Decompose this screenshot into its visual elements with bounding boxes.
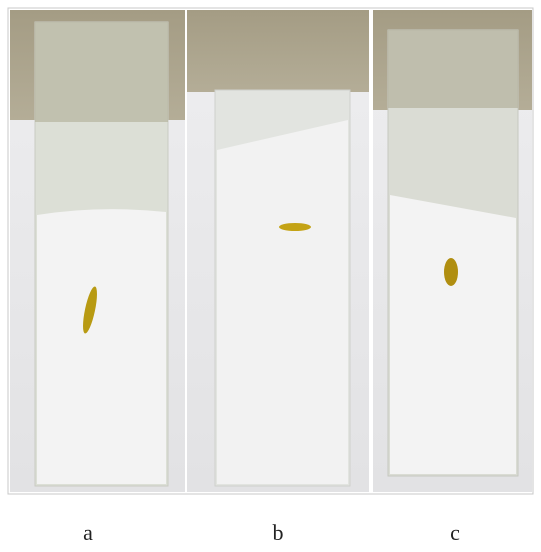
panel-label: a xyxy=(83,520,93,545)
panel-label: b xyxy=(273,520,284,545)
photo-b xyxy=(187,10,369,492)
photo-a xyxy=(10,10,185,492)
panel-label: c xyxy=(450,520,460,545)
figure: a b c xyxy=(0,0,541,552)
page: a b c (() => { const data = JSON.parse(d… xyxy=(0,0,541,552)
photo-c xyxy=(373,10,532,492)
